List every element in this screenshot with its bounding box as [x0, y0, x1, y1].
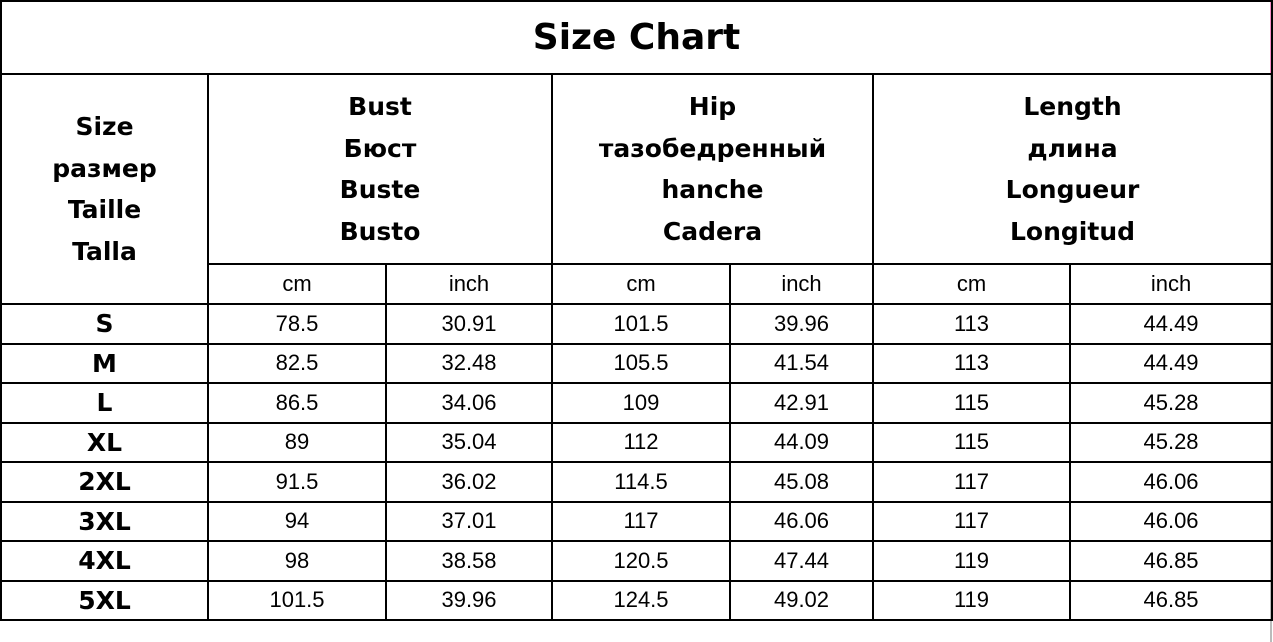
size-label: S — [0, 303, 209, 345]
table-cell: 105.5 — [551, 342, 731, 384]
hip-es: Cadera — [662, 216, 763, 246]
table-row: L 86.5 34.06 109 42.91 115 45.28 — [0, 382, 1273, 424]
table-cell: 119 — [872, 540, 1071, 582]
table-cell: 113 — [872, 342, 1071, 384]
table-cell: 45.28 — [1068, 421, 1273, 463]
bust-fr: Buste — [339, 175, 421, 204]
table-cell: 101.5 — [207, 579, 387, 621]
size-header-ru: размер — [52, 153, 157, 183]
table-cell: 47.44 — [729, 540, 874, 582]
size-label: XL — [0, 421, 209, 463]
size-label: L — [0, 382, 209, 424]
table-row: XL 89 35.04 112 44.09 115 45.28 — [0, 421, 1273, 463]
table-cell: 117 — [872, 461, 1071, 503]
hip-en: Hip — [688, 92, 737, 121]
table-cell: 46.06 — [729, 500, 874, 542]
table-cell: 119 — [872, 579, 1071, 621]
table-cell: 30.91 — [385, 303, 553, 345]
length-es: Longitud — [1010, 216, 1136, 246]
size-header-es: Talla — [72, 236, 137, 266]
table-cell: 112 — [551, 421, 731, 463]
hip-header: Hip тазобедренный hanche Cadera — [551, 73, 874, 265]
table-cell: 89 — [207, 421, 387, 463]
table-cell: 44.09 — [729, 421, 874, 463]
table-cell: 36.02 — [385, 461, 553, 503]
size-header: Size размер Taille Talla — [0, 73, 209, 305]
table-row: 5XL 101.5 39.96 124.5 49.02 119 46.85 — [0, 579, 1273, 621]
table-cell: 98 — [207, 540, 387, 582]
table-row: S 78.5 30.91 101.5 39.96 113 44.49 — [0, 303, 1273, 345]
hip-ru: тазобедренный — [598, 133, 827, 163]
table-cell: 117 — [872, 500, 1071, 542]
table-cell: 115 — [872, 382, 1071, 424]
chart-title: Size Chart — [0, 0, 1273, 75]
table-cell: 82.5 — [207, 342, 387, 384]
table-cell: 44.49 — [1068, 342, 1273, 384]
table-cell: 39.96 — [729, 303, 874, 345]
table-cell: 101.5 — [551, 303, 731, 345]
unit-header-cm: cm — [551, 263, 731, 305]
size-label: 5XL — [0, 579, 209, 621]
unit-header-cm: cm — [207, 263, 387, 305]
table-cell: 120.5 — [551, 540, 731, 582]
table-cell: 109 — [551, 382, 731, 424]
size-label: 2XL — [0, 461, 209, 503]
table-cell: 78.5 — [207, 303, 387, 345]
unit-header-inch: inch — [729, 263, 874, 305]
table-cell: 35.04 — [385, 421, 553, 463]
unit-header-cm: cm — [872, 263, 1071, 305]
bust-ru: Бюст — [343, 133, 417, 163]
table-cell: 46.85 — [1068, 540, 1273, 582]
size-chart-table: Size Chart Size размер Taille Talla Bust… — [0, 0, 1273, 621]
table-cell: 113 — [872, 303, 1071, 345]
length-ru: длина — [1027, 133, 1118, 163]
table-cell: 91.5 — [207, 461, 387, 503]
size-label: 3XL — [0, 500, 209, 542]
size-label: 4XL — [0, 540, 209, 582]
table-cell: 46.06 — [1068, 500, 1273, 542]
size-label: M — [0, 342, 209, 384]
length-header: Length длина Longueur Longitud — [871, 73, 1273, 265]
hip-fr: hanche — [661, 175, 764, 204]
table-cell: 32.48 — [385, 342, 553, 384]
bust-es: Busto — [339, 216, 421, 246]
table-cell: 39.96 — [385, 579, 553, 621]
table-cell: 41.54 — [729, 342, 874, 384]
unit-header-inch: inch — [385, 263, 553, 305]
table-cell: 46.85 — [1068, 579, 1273, 621]
table-cell: 114.5 — [551, 461, 731, 503]
table-row: M 82.5 32.48 105.5 41.54 113 44.49 — [0, 342, 1273, 384]
table-cell: 49.02 — [729, 579, 874, 621]
table-cell: 86.5 — [207, 382, 387, 424]
table-cell: 46.06 — [1068, 461, 1273, 503]
table-cell: 44.49 — [1068, 303, 1273, 345]
length-en: Length — [1023, 92, 1122, 121]
table-cell: 34.06 — [385, 382, 553, 424]
table-cell: 115 — [872, 421, 1071, 463]
table-cell: 38.58 — [385, 540, 553, 582]
table-cell: 45.08 — [729, 461, 874, 503]
table-cell: 45.28 — [1068, 382, 1273, 424]
table-cell: 37.01 — [385, 500, 553, 542]
bust-en: Bust — [348, 92, 412, 121]
table-row: 3XL 94 37.01 117 46.06 117 46.06 — [0, 500, 1273, 542]
table-cell: 117 — [551, 500, 731, 542]
table-row: 2XL 91.5 36.02 114.5 45.08 117 46.06 — [0, 461, 1273, 503]
size-header-fr: Taille — [67, 195, 142, 224]
table-row: 4XL 98 38.58 120.5 47.44 119 46.85 — [0, 540, 1273, 582]
length-fr: Longueur — [1005, 175, 1140, 204]
table-cell: 42.91 — [729, 382, 874, 424]
table-cell: 124.5 — [551, 579, 731, 621]
unit-header-inch: inch — [1068, 263, 1273, 305]
table-cell: 94 — [207, 500, 387, 542]
size-header-en: Size — [75, 112, 134, 141]
bust-header: Bust Бюст Buste Busto — [207, 73, 553, 265]
